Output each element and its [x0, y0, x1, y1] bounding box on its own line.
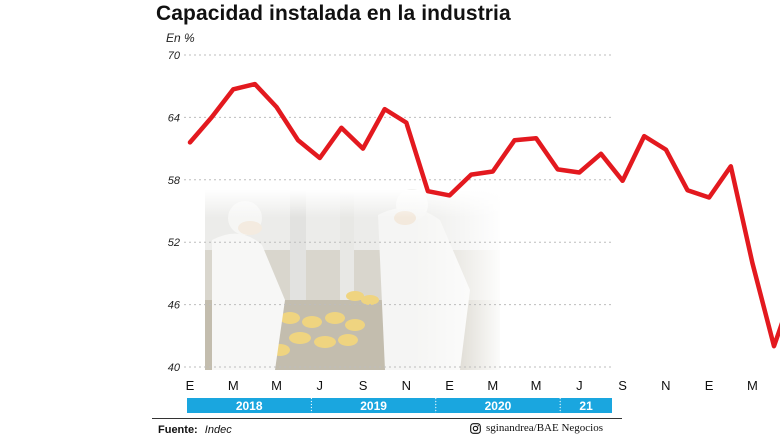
y-tick-label: 70	[168, 50, 181, 62]
year-label: 21	[579, 399, 593, 413]
data-point	[318, 156, 322, 160]
x-tick-label: E	[705, 378, 714, 393]
data-point	[404, 121, 408, 125]
x-tick-label: M	[228, 378, 239, 393]
data-point	[664, 148, 668, 152]
source-label: Fuente:	[158, 424, 198, 436]
grid-lines	[184, 54, 612, 368]
data-point	[512, 138, 517, 142]
x-tick-label: M	[487, 378, 498, 393]
source-value: Indec	[204, 424, 232, 436]
data-point	[274, 105, 279, 109]
data-point	[447, 193, 452, 197]
data-point	[750, 261, 754, 265]
credit-text: sginandrea/BAE Negocios	[486, 422, 603, 434]
year-segment	[560, 398, 612, 413]
x-tick-label: N	[661, 378, 670, 393]
data-point	[383, 107, 387, 111]
year-label: 2020	[485, 399, 512, 413]
x-tick-label: S	[618, 378, 627, 393]
data-point	[296, 138, 300, 142]
data-point	[577, 170, 581, 175]
year-label: 2018	[236, 399, 263, 413]
data-point	[534, 136, 538, 140]
x-tick-label: M	[747, 378, 758, 393]
y-axis-ticks: 40 46 52 58 64 70	[168, 50, 181, 374]
data-point	[599, 152, 603, 156]
x-tick-label: M	[531, 378, 542, 393]
factory-workers-photo	[205, 189, 505, 375]
data-point	[469, 173, 473, 177]
footer-divider	[152, 418, 622, 419]
year-label: 2019	[360, 399, 387, 413]
year-segment	[435, 398, 561, 413]
data-point	[729, 164, 733, 168]
data-point	[361, 147, 365, 151]
x-tick-label: E	[186, 378, 195, 393]
x-tick-label: E	[445, 378, 454, 393]
y-tick-label: 52	[168, 237, 180, 249]
data-point	[772, 344, 776, 348]
data-point	[707, 195, 711, 200]
x-tick-label: M	[271, 378, 282, 393]
data-point	[253, 82, 257, 86]
data-point	[231, 87, 235, 91]
instagram-icon	[470, 422, 481, 434]
year-band: 2018 2019 2020 21	[187, 398, 612, 413]
source-note: Fuente: Indec	[158, 424, 232, 436]
data-point	[339, 126, 344, 130]
data-point	[685, 188, 690, 192]
y-tick-label: 64	[168, 112, 180, 124]
y-axis-unit: En %	[166, 31, 195, 45]
author-credit: sginandrea/BAE Negocios	[470, 422, 603, 434]
data-point	[491, 169, 495, 174]
year-segment	[187, 398, 312, 413]
data-point	[621, 179, 625, 183]
x-axis-month-ticks: EMMJSNEMMJSNEMMJSNEM	[186, 378, 758, 393]
y-tick-label: 58	[168, 175, 181, 187]
y-tick-label: 40	[168, 362, 181, 374]
series-line-group	[187, 81, 780, 349]
x-tick-label: J	[317, 378, 324, 393]
data-point	[556, 167, 560, 171]
x-tick-label: S	[359, 378, 368, 393]
chart-title: Capacidad instalada en la industria	[156, 2, 511, 25]
data-point	[642, 134, 646, 138]
data-point	[188, 140, 192, 144]
y-tick-label: 46	[168, 300, 181, 312]
data-point	[426, 189, 430, 193]
x-tick-label: N	[402, 378, 411, 393]
year-segment	[311, 398, 436, 413]
data-point	[210, 115, 214, 119]
x-tick-label: J	[576, 378, 583, 393]
